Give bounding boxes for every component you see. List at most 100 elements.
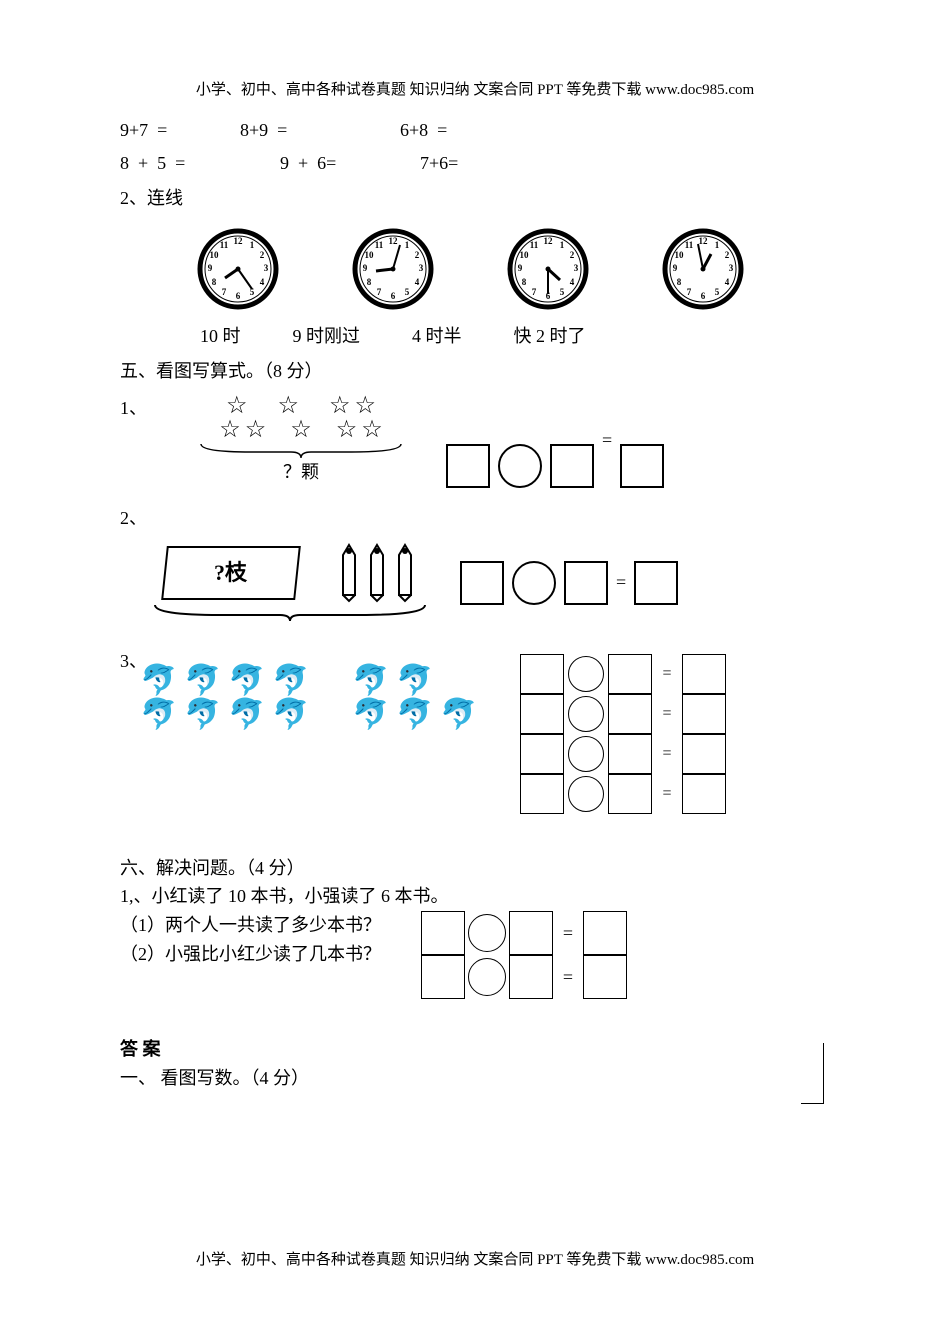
q-number: 1、	[120, 394, 156, 423]
equals-sign: =	[662, 741, 671, 767]
answer-box[interactable]	[608, 734, 652, 774]
clock-icon: 121234567891011	[658, 224, 748, 314]
answer-box[interactable]	[608, 774, 652, 814]
answer-box[interactable]	[509, 955, 553, 999]
svg-text:1: 1	[404, 240, 409, 250]
answer-box[interactable]	[583, 955, 627, 999]
star-icon: ☆	[219, 418, 241, 442]
operator-circle[interactable]	[568, 656, 604, 692]
equals-sign: =	[602, 426, 612, 455]
svg-text:7: 7	[686, 287, 691, 297]
svg-text:10: 10	[674, 250, 684, 260]
svg-text:8: 8	[211, 277, 216, 287]
section-6-title: 六、解决问题。（4 分）	[120, 854, 830, 883]
svg-text:9: 9	[672, 263, 677, 273]
operator-circle[interactable]	[568, 776, 604, 812]
svg-text:4: 4	[569, 277, 574, 287]
svg-text:7: 7	[376, 287, 381, 297]
equals-sign: =	[563, 963, 573, 992]
dolphin-icon: 🐬	[184, 666, 224, 696]
operator-circle[interactable]	[468, 914, 506, 952]
svg-text:11: 11	[529, 240, 538, 250]
page-footer: 小学、初中、高中各种试卷真题 知识归纳 文案合同 PPT 等免费下载 www.d…	[0, 1248, 950, 1272]
answer-box[interactable]	[682, 654, 726, 694]
dolphin-icon: 🐬	[272, 666, 312, 696]
dolphin-icon: 🐬	[140, 666, 180, 696]
operator-circle[interactable]	[568, 736, 604, 772]
svg-text:10: 10	[209, 250, 219, 260]
equals-sign: =	[662, 701, 671, 727]
dolphin-group-1: 🐬🐬🐬🐬 🐬🐬🐬🐬	[140, 666, 312, 730]
svg-text:3: 3	[573, 263, 578, 273]
star-icon: ☆	[277, 394, 299, 418]
operator-circle[interactable]	[512, 561, 556, 605]
answer-box[interactable]	[620, 444, 664, 488]
answer-box[interactable]	[421, 911, 465, 955]
svg-text:11: 11	[684, 240, 693, 250]
section-5-title: 五、看图写算式。（8 分）	[120, 357, 830, 386]
svg-text:3: 3	[263, 263, 268, 273]
expr-9-6: 9 + 6=	[280, 149, 410, 178]
q5-1: 1、 ☆ ☆ ☆☆ ☆☆ ☆ ☆☆ ？颗	[120, 394, 830, 488]
answer-box[interactable]	[446, 444, 490, 488]
answer-box[interactable]	[564, 561, 608, 605]
star-icon: ☆	[226, 394, 248, 418]
clock-labels-row: 10 时 9 时刚过 4 时半 快 2 时了	[200, 322, 830, 351]
operator-circle[interactable]	[498, 444, 542, 488]
brace-icon	[150, 603, 430, 623]
svg-text:6: 6	[235, 291, 240, 301]
answer-box[interactable]	[509, 911, 553, 955]
answer-box[interactable]	[608, 654, 652, 694]
star-icon: ☆	[355, 394, 377, 418]
pencil-box-icon: ?枝	[161, 546, 301, 600]
q5-3: 🐬🐬🐬🐬 🐬🐬🐬🐬 🐬🐬 🐬🐬🐬 = = = =	[140, 666, 830, 826]
operator-circle[interactable]	[468, 958, 506, 996]
brace-label: ？颗	[283, 458, 319, 487]
dolphin-icon: 🐬	[440, 700, 480, 730]
answer-box[interactable]	[460, 561, 504, 605]
svg-text:1: 1	[559, 240, 564, 250]
answer-box[interactable]	[682, 694, 726, 734]
equals-sign: =	[662, 661, 671, 687]
q-number: 2、	[120, 504, 830, 533]
answer-box[interactable]	[520, 694, 564, 734]
answer-box[interactable]	[608, 694, 652, 734]
svg-text:4: 4	[414, 277, 419, 287]
answer-box[interactable]	[520, 734, 564, 774]
p6-stem: 1,、小红读了 10 本书，小强读了 6 本书。	[120, 882, 830, 911]
answer-box[interactable]	[682, 774, 726, 814]
answer-box[interactable]	[550, 444, 594, 488]
star-icon: ☆	[290, 418, 312, 442]
answer-box[interactable]	[634, 561, 678, 605]
equation-grid-2: = =	[421, 911, 627, 999]
answer-box[interactable]	[583, 911, 627, 955]
answer-box[interactable]	[520, 774, 564, 814]
answer-box[interactable]	[520, 654, 564, 694]
clocks-row: 121234567891011 121234567891011 12123456…	[160, 224, 780, 314]
clock-label: 快 2 时了	[514, 322, 586, 351]
q5-2: ?枝 =	[150, 543, 830, 623]
dolphin-icon: 🐬	[228, 666, 268, 696]
arithmetic-row-2: 8 + 5 = 9 + 6= 7+6=	[120, 149, 830, 178]
svg-text:3: 3	[728, 263, 733, 273]
clock-icon: 121234567891011	[193, 224, 283, 314]
dolphin-icon: 🐬	[184, 700, 224, 730]
svg-text:8: 8	[521, 277, 526, 287]
equals-sign: =	[563, 919, 573, 948]
q2-label: 2、连线	[120, 184, 830, 213]
operator-circle[interactable]	[568, 696, 604, 732]
expr-6-8: 6+8 =	[400, 116, 447, 145]
svg-text:2: 2	[259, 250, 264, 260]
star-icon: ☆	[361, 418, 383, 442]
answer-box[interactable]	[682, 734, 726, 774]
answers-title: 答 案	[120, 1035, 830, 1064]
page-header: 小学、初中、高中各种试卷真题 知识归纳 文案合同 PPT 等免费下载 www.d…	[0, 78, 950, 102]
svg-text:2: 2	[724, 250, 729, 260]
dolphin-icon: 🐬	[140, 700, 180, 730]
svg-text:7: 7	[531, 287, 536, 297]
svg-text:6: 6	[700, 291, 705, 301]
svg-text:6: 6	[390, 291, 395, 301]
answer-box[interactable]	[421, 955, 465, 999]
svg-text:1: 1	[249, 240, 254, 250]
expr-8-9: 8+9 =	[240, 116, 390, 145]
